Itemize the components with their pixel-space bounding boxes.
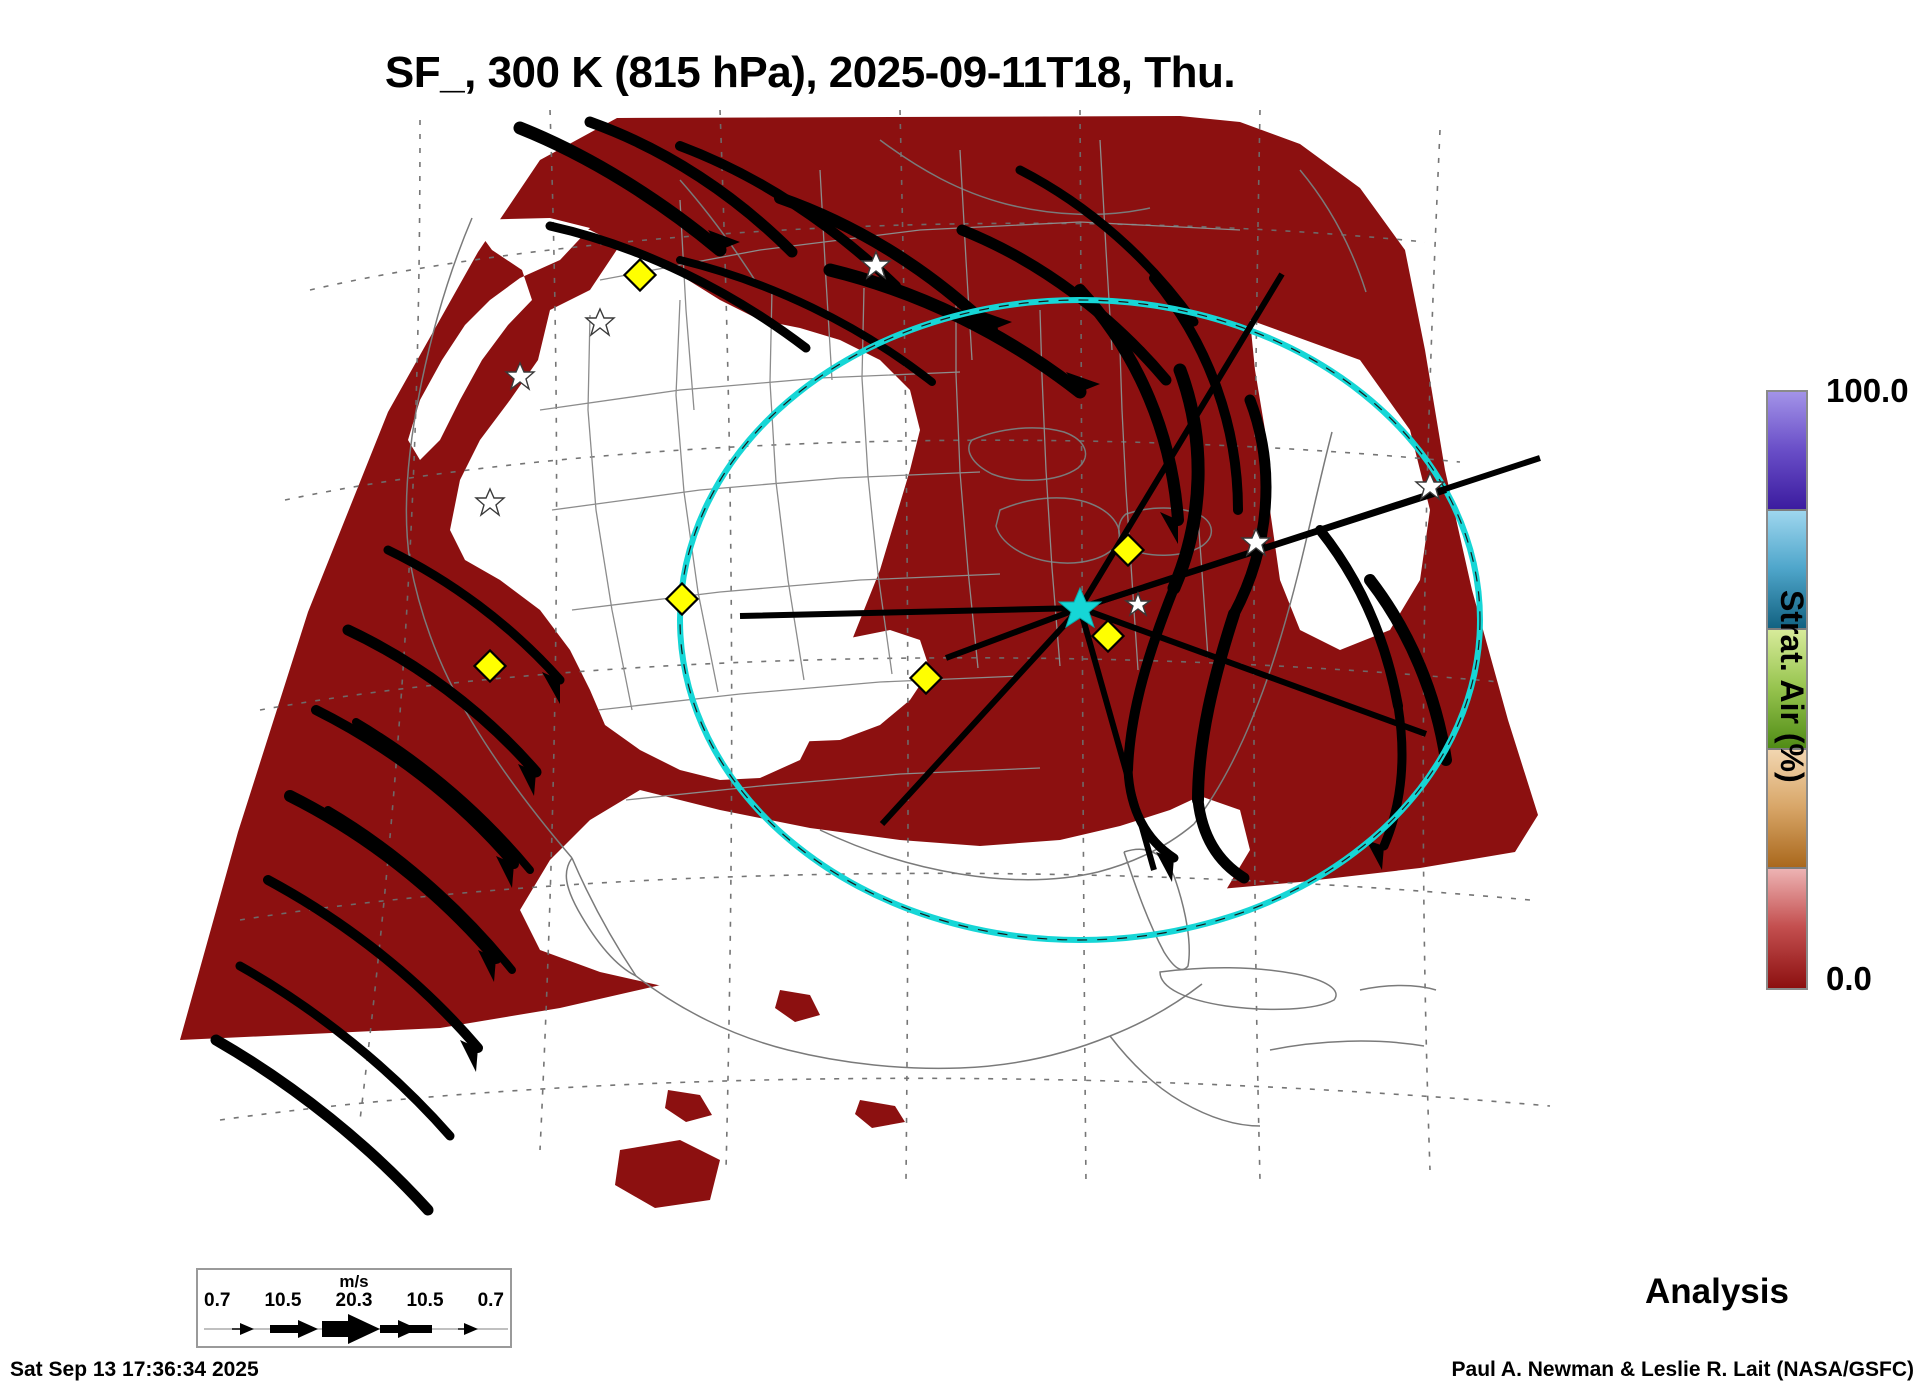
station-marker: [472, 648, 508, 684]
station-markers[interactable]: [472, 257, 1146, 696]
colorbar-band-red: [1768, 868, 1806, 988]
station-marker: [1110, 532, 1146, 568]
author-credits: Paul A. Newman & Leslie R. Lait (NASA/GS…: [1451, 1358, 1914, 1381]
wind-tick-4: 0.7: [477, 1290, 504, 1311]
colorbar-band-orange: [1768, 749, 1806, 869]
site-marker: [584, 307, 616, 337]
wind-tick-0: 0.7: [204, 1290, 231, 1311]
colorbar-min-label: 0.0: [1826, 960, 1872, 997]
site-marker: [860, 250, 892, 280]
site-marker: [1240, 527, 1272, 557]
page-title: SF_, 300 K (815 hPa), 2025-09-11T18, Thu…: [384, 48, 1236, 97]
station-marker: [622, 257, 658, 293]
center-marker-icon: [1057, 586, 1103, 629]
site-marker: [504, 361, 536, 391]
wind-streamlines: [210, 116, 1452, 1216]
range-ring-outline: [679, 299, 1481, 941]
colorbar-band-green: [1768, 630, 1806, 750]
colorbar-band-blue: [1768, 511, 1806, 631]
wind-tick-2: 20.3: [335, 1290, 373, 1311]
wind-legend-units: m/s: [339, 1272, 369, 1291]
wind-tick-3: 10.5: [406, 1290, 444, 1311]
wind-speed-legend: m/s 0.7 10.5 20.3 10.5 0.7: [196, 1268, 512, 1348]
site-marker: [1123, 591, 1153, 617]
colorbar[interactable]: [1766, 390, 1808, 990]
wind-legend-ticks: 0.7 10.5 20.3 10.5 0.7: [204, 1290, 504, 1312]
colorbar-axis-label: Strat. Air (%): [1774, 590, 1810, 783]
station-marker: [1090, 618, 1126, 654]
station-marker: [908, 660, 944, 696]
analysis-label: Analysis: [1645, 1272, 1789, 1311]
site-markers[interactable]: [474, 250, 1446, 617]
wind-legend-arrows: [204, 1314, 508, 1344]
wind-tick-1: 10.5: [264, 1290, 302, 1311]
colorbar-band-purple: [1768, 392, 1806, 512]
colorbar-max-label: 100.0: [1826, 372, 1909, 409]
site-marker: [474, 487, 506, 517]
station-marker: [664, 581, 700, 617]
site-marker: [1414, 471, 1446, 501]
generation-timestamp: Sat Sep 13 17:36:34 2025: [10, 1358, 259, 1381]
map-plot-area[interactable]: [120, 110, 1740, 1290]
